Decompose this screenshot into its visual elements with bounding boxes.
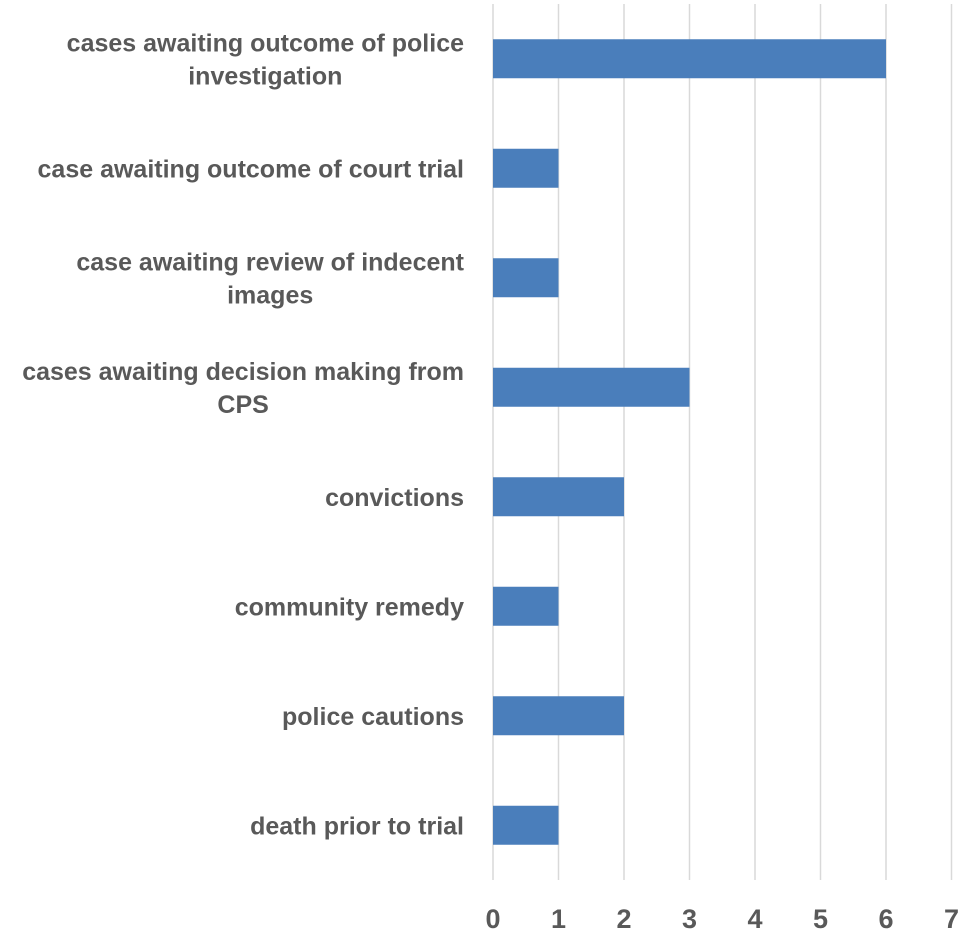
bar-2 — [493, 148, 559, 188]
x-tick-label-1: 1 — [551, 904, 566, 934]
bars — [493, 39, 886, 845]
x-axis-ticks: 0 1 2 3 4 5 6 7 — [485, 904, 959, 934]
category-label-4: cases awaiting decision making from CPS — [22, 358, 464, 419]
bar-4 — [493, 367, 690, 407]
bar-6 — [493, 586, 559, 626]
bar-7 — [493, 696, 624, 736]
category-label-5: convictions — [325, 484, 464, 512]
x-tick-label-2: 2 — [616, 904, 631, 934]
gridlines — [492, 4, 953, 880]
category-label-7: police cautions — [282, 703, 464, 731]
x-tick-label-7: 7 — [944, 904, 959, 934]
category-label-3: case awaiting review of indecent images — [76, 248, 464, 309]
bar-1 — [493, 39, 886, 79]
category-label-1: cases awaiting outcome of police investig… — [67, 29, 464, 90]
category-label-8: death prior to trial — [250, 812, 464, 840]
category-labels: cases awaiting outcome of police investig… — [22, 29, 464, 840]
bar-3 — [493, 258, 559, 298]
x-tick-label-3: 3 — [682, 904, 697, 934]
category-label-2: case awaiting outcome of court trial — [38, 155, 464, 183]
x-tick-label-4: 4 — [747, 904, 762, 934]
x-tick-label-0: 0 — [485, 904, 500, 934]
category-label-6: community remedy — [235, 593, 464, 621]
bar-8 — [493, 805, 559, 845]
x-tick-label-5: 5 — [813, 904, 828, 934]
bar-5 — [493, 477, 624, 517]
x-tick-label-6: 6 — [878, 904, 893, 934]
